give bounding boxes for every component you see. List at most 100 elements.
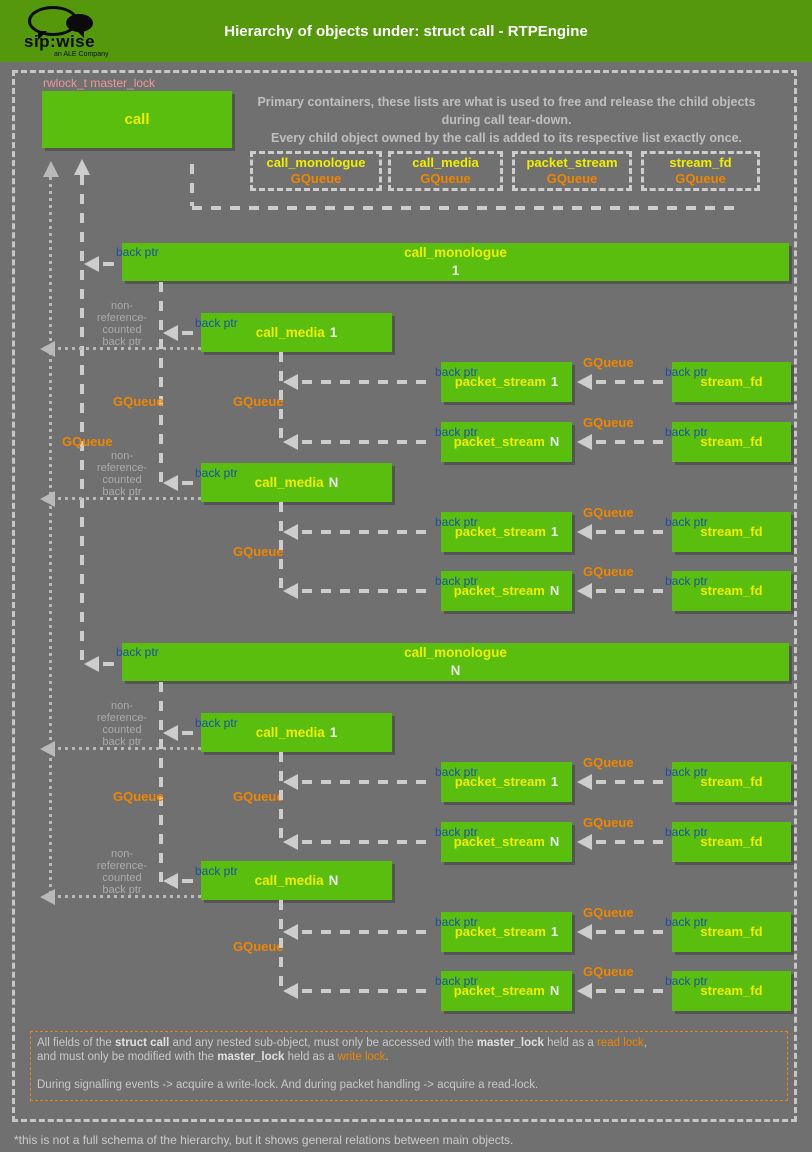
media1-stream-queue-line bbox=[279, 352, 283, 444]
non-ref-up-arrowhead bbox=[43, 161, 59, 177]
back-ptr-label: back ptr bbox=[435, 915, 478, 929]
back-ptr-label: back ptr bbox=[435, 425, 478, 439]
non-ref-back-ptr-trunk bbox=[49, 177, 52, 899]
call-media-index: 1 bbox=[329, 324, 338, 340]
back-ptr-label: back ptr bbox=[665, 825, 708, 839]
call-media-index: N bbox=[328, 474, 339, 490]
back-ptr-arrowhead bbox=[84, 656, 99, 672]
back-ptr-arrowhead bbox=[163, 873, 178, 889]
back-ptr-label: back ptr bbox=[665, 765, 708, 779]
mediaN-stream-queue-line bbox=[279, 900, 283, 993]
gqueue-label: GQueue bbox=[583, 905, 634, 920]
queue-arrowhead bbox=[577, 924, 592, 940]
container-name: call_media bbox=[412, 154, 479, 170]
queue-dashed-line bbox=[596, 840, 666, 844]
stream-fd-box: stream_fd bbox=[672, 912, 791, 952]
speech-bubble-filled-icon bbox=[66, 14, 93, 32]
back-ptr-label: back ptr bbox=[435, 365, 478, 379]
back-ptr-label: back ptr bbox=[665, 574, 708, 588]
back-ptr-arrowhead bbox=[283, 834, 298, 850]
back-ptr-dashed-line bbox=[302, 440, 433, 444]
container-type: GQueue bbox=[290, 171, 342, 186]
back-ptr-arrowhead bbox=[283, 983, 298, 999]
stream-fd-box: stream_fd bbox=[672, 512, 791, 552]
speech-bubble-filled-tail-icon bbox=[76, 30, 84, 38]
back-ptr-dash bbox=[182, 331, 193, 335]
packet-stream-box: packet_stream N bbox=[441, 971, 572, 1011]
queue-dashed-line bbox=[596, 530, 666, 534]
call-media-n-box: call_media N bbox=[201, 463, 392, 502]
gqueue-label: GQueue bbox=[583, 564, 634, 579]
container-type: GQueue bbox=[675, 171, 726, 186]
non-ref-dotted-line bbox=[44, 497, 201, 500]
gqueue-label: GQueue bbox=[583, 815, 634, 830]
call-media-label: call_media bbox=[254, 872, 324, 888]
packet-stream-box: packet_stream N bbox=[441, 822, 572, 862]
packet-stream-index: 1 bbox=[550, 523, 559, 539]
header-bar: sip:wise an ALE Company Hierarchy of obj… bbox=[0, 0, 812, 62]
container-name: call_monologue bbox=[266, 154, 366, 170]
packet-stream-label: packet_stream bbox=[453, 433, 545, 449]
page-title: Hierarchy of objects under: struct call … bbox=[224, 23, 588, 40]
non-ref-note: non- reference- counted back ptr bbox=[96, 848, 148, 897]
back-ptr-label: back ptr bbox=[435, 765, 478, 779]
gqueue-label: GQueue bbox=[113, 789, 164, 804]
back-ptr-label: back ptr bbox=[195, 466, 238, 480]
gqueue-label: GQueue bbox=[233, 544, 284, 559]
packet-stream-box: packet_stream N bbox=[441, 422, 572, 462]
gqueue-label: GQueue bbox=[583, 964, 634, 979]
monologue-queue-trunk bbox=[80, 175, 84, 666]
packet-stream-box: packet_stream N bbox=[441, 571, 572, 611]
non-ref-note: non- reference- counted back ptr bbox=[96, 300, 148, 349]
logo-text-primary: sip: bbox=[24, 32, 57, 51]
back-ptr-dashed-line bbox=[302, 840, 433, 844]
container-name: stream_fd bbox=[669, 154, 732, 170]
locking-note: All fields of the struct call and any ne… bbox=[30, 1031, 788, 1101]
stream-fd-label: stream_fd bbox=[700, 833, 763, 849]
queue-arrowhead bbox=[577, 774, 592, 790]
logo-text-secondary: wise bbox=[56, 32, 96, 51]
packet-stream-label: packet_stream bbox=[453, 582, 545, 598]
non-ref-note: non- reference- counted back ptr bbox=[96, 450, 148, 499]
call-to-containers-line bbox=[190, 164, 194, 206]
call-media-label: call_media bbox=[254, 474, 324, 490]
speech-bubble-tail-icon bbox=[38, 31, 47, 40]
call-box: call bbox=[42, 91, 232, 148]
call-media-label: call_media bbox=[255, 724, 325, 740]
back-ptr-label: back ptr bbox=[195, 716, 238, 730]
stream-fd-label: stream_fd bbox=[700, 773, 763, 789]
stream-fd-box: stream_fd bbox=[672, 362, 791, 402]
locking-note-line2: and must only be modified with the maste… bbox=[37, 1050, 389, 1063]
locking-note-line1: All fields of the struct call and any ne… bbox=[37, 1037, 647, 1049]
gqueue-label: GQueue bbox=[62, 434, 113, 449]
back-ptr-label: back ptr bbox=[665, 365, 708, 379]
back-ptr-arrowhead bbox=[163, 725, 178, 741]
media1-stream-queue-line bbox=[279, 752, 283, 844]
rwlock-master-lock-label: rwlock_t master_lock bbox=[43, 76, 156, 90]
primary-note-line3: Every child object owned by the call is … bbox=[271, 131, 742, 146]
mediaN-stream-queue-line bbox=[279, 502, 283, 593]
call-monologue-label: call_monologue bbox=[404, 645, 507, 661]
monologueN-media-queue-line bbox=[159, 682, 163, 886]
queue-dashed-line bbox=[596, 780, 666, 784]
stream-fd-label: stream_fd bbox=[700, 373, 763, 389]
container-call-media-queue: call_media GQueue bbox=[388, 151, 503, 191]
gqueue-label: GQueue bbox=[583, 355, 634, 370]
call-monologue-index: 1 bbox=[451, 263, 460, 278]
stream-fd-label: stream_fd bbox=[700, 433, 763, 449]
queue-dashed-line bbox=[596, 930, 666, 934]
primary-containers-note: Primary containers, these lists are what… bbox=[248, 93, 765, 147]
back-ptr-arrowhead bbox=[283, 774, 298, 790]
back-ptr-label: back ptr bbox=[665, 915, 708, 929]
back-ptr-dash bbox=[182, 731, 193, 735]
back-ptr-dash bbox=[103, 262, 114, 266]
non-ref-note: non- reference- counted back ptr bbox=[96, 700, 148, 749]
queue-arrowhead bbox=[577, 374, 592, 390]
call-label: call bbox=[124, 110, 150, 128]
primary-note-line2: during call tear-down. bbox=[441, 113, 572, 128]
call-media-index: 1 bbox=[329, 724, 338, 740]
packet-stream-label: packet_stream bbox=[453, 982, 545, 998]
packet-stream-label: packet_stream bbox=[453, 833, 545, 849]
monologue1-media-queue-line bbox=[159, 282, 163, 488]
stream-fd-label: stream_fd bbox=[700, 923, 763, 939]
